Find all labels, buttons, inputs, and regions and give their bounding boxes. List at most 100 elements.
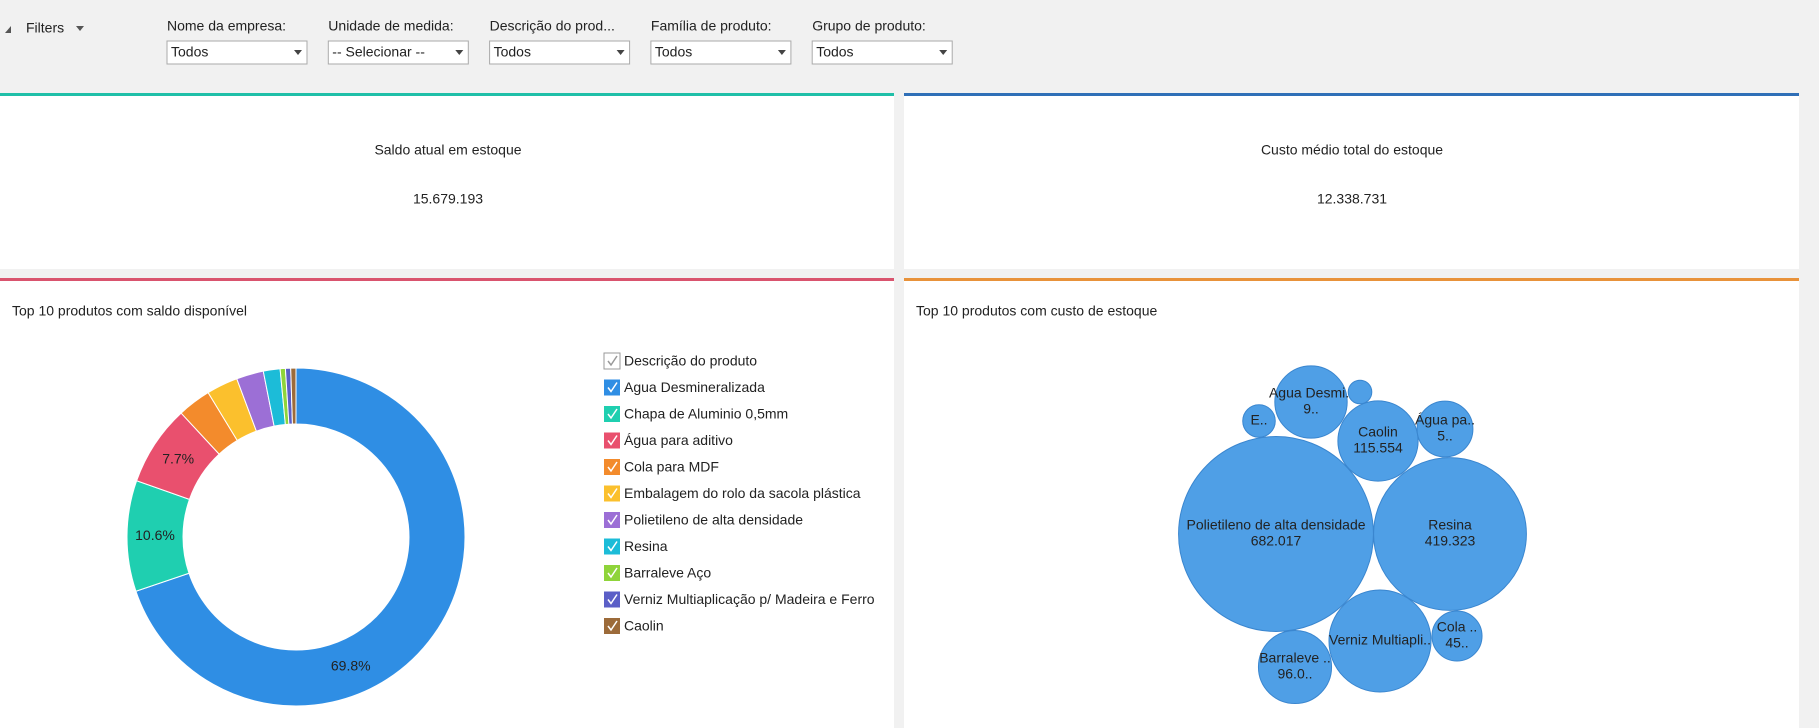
kpi-value: 15.679.193	[413, 191, 483, 207]
bubble[interactable]	[1328, 589, 1432, 693]
kpi-value: 12.338.731	[1317, 191, 1387, 207]
legend-label[interactable]: Agua Desmineralizada	[624, 379, 765, 395]
chart-title: Top 10 produtos com saldo disponível	[12, 303, 247, 319]
bubble-value: 96.0..	[1277, 666, 1312, 682]
check	[607, 488, 618, 499]
slice-label: 10.6%	[135, 527, 175, 543]
filter-select[interactable]	[166, 40, 308, 65]
legend-check[interactable]	[604, 618, 620, 634]
bubble-label: Polietileno de alta densidade	[1186, 517, 1365, 533]
legend-label[interactable]: Verniz Multiaplicação p/ Madeira e Ferro	[624, 591, 875, 607]
bubble[interactable]	[1257, 629, 1333, 705]
check	[607, 382, 618, 393]
bubble-label: E..	[1250, 412, 1267, 428]
filter-select[interactable]	[489, 40, 631, 65]
bubble[interactable]	[1373, 457, 1527, 611]
bubble-value: 419.323	[1425, 533, 1476, 549]
slice-label: 69.8%	[331, 658, 371, 674]
legend-title: Descrição do produto	[624, 353, 757, 369]
collapse-icon[interactable]	[5, 26, 11, 33]
donut-slice	[135, 367, 466, 707]
bubble-label: Verniz Multiapli..	[1329, 632, 1431, 648]
panel-border	[0, 93, 894, 96]
bubble-value: 5..	[1437, 428, 1453, 444]
legend-check[interactable]	[604, 485, 620, 502]
bubble-label: Resina	[1428, 517, 1472, 533]
filter-value[interactable]: Todos	[494, 44, 531, 60]
select-arrow	[777, 50, 786, 55]
kpi-title: Custo médio total do estoque	[1261, 142, 1443, 158]
filter-select[interactable]	[811, 40, 953, 65]
check	[607, 435, 618, 446]
check	[607, 620, 618, 632]
legend-label[interactable]: Caolin	[624, 618, 664, 634]
bubble-label: Cola ..	[1437, 619, 1477, 635]
legend-label[interactable]: Resina	[624, 538, 668, 554]
legend-check[interactable]	[604, 591, 620, 608]
bubble-value: 45..	[1445, 635, 1468, 651]
legend-check[interactable]	[604, 459, 620, 475]
check	[607, 567, 618, 579]
filter-value[interactable]: Todos	[816, 44, 853, 60]
legend-check[interactable]	[604, 538, 620, 555]
bubble-value: 682.017	[1251, 533, 1302, 549]
slice-label: 7.7%	[162, 450, 194, 466]
check	[607, 408, 618, 420]
bubble-label: Água pa..	[1415, 412, 1475, 428]
check	[607, 461, 618, 473]
legend-check[interactable]	[604, 512, 620, 528]
bubble-value: 115.554	[1353, 440, 1403, 456]
legend-label[interactable]: Cola para MDF	[624, 459, 719, 475]
filter-value[interactable]: Todos	[655, 44, 692, 60]
legend-check[interactable]	[604, 565, 620, 581]
bubble[interactable]	[1431, 610, 1483, 662]
bubble[interactable]	[1274, 365, 1348, 439]
filters-toggle[interactable]: Filters	[26, 20, 64, 36]
select-arrow	[455, 50, 464, 55]
legend-check[interactable]	[604, 379, 620, 396]
kpi-panel	[904, 93, 1799, 269]
bubble-label: Agua Desmi..	[1269, 385, 1353, 401]
panel-border	[904, 93, 1799, 96]
legend-label[interactable]: Embalagem do rolo da sacola plástica	[624, 485, 861, 501]
legend-check[interactable]	[604, 432, 620, 449]
check	[607, 594, 618, 605]
donut-slice	[290, 367, 297, 425]
kpi-panel	[0, 93, 894, 269]
bubble-label: Barraleve ..	[1259, 650, 1331, 666]
bubble[interactable]	[1347, 379, 1373, 405]
filter-select[interactable]	[327, 40, 469, 65]
filter-select[interactable]	[650, 40, 792, 65]
chart-title: Top 10 produtos com custo de estoque	[916, 303, 1157, 319]
filter-label: Descrição do prod...	[490, 18, 615, 34]
check	[607, 541, 618, 552]
legend-check[interactable]	[603, 352, 621, 370]
kpi-title: Saldo atual em estoque	[374, 142, 521, 158]
check	[607, 355, 618, 367]
legend-label[interactable]: Chapa de Aluminio 0,5mm	[624, 406, 788, 422]
select-arrow	[939, 50, 948, 55]
filter-value[interactable]: Todos	[171, 44, 208, 60]
legend-label[interactable]: Barraleve Aço	[624, 565, 711, 581]
select-arrow	[616, 50, 625, 55]
bubble-label: Caolin	[1358, 424, 1398, 440]
filters-caret[interactable]	[76, 26, 84, 31]
legend-label[interactable]: Água para aditivo	[624, 432, 733, 448]
bubble[interactable]	[1242, 404, 1276, 438]
filter-value[interactable]: -- Selecionar --	[332, 44, 425, 60]
check	[607, 514, 618, 526]
bubble-value: 9..	[1303, 401, 1319, 417]
legend-label[interactable]: Polietileno de alta densidade	[624, 512, 803, 528]
select-arrow	[294, 50, 302, 55]
panel-border	[0, 278, 894, 281]
bubble[interactable]	[1337, 400, 1419, 482]
filter-label: Grupo de produto:	[812, 18, 926, 34]
legend-check[interactable]	[604, 406, 620, 422]
filter-label: Unidade de medida:	[328, 18, 453, 34]
filter-label: Família de produto:	[651, 18, 772, 34]
bubble[interactable]	[1416, 400, 1474, 458]
panel-border	[904, 278, 1799, 281]
filter-label: Nome da empresa:	[167, 18, 286, 34]
